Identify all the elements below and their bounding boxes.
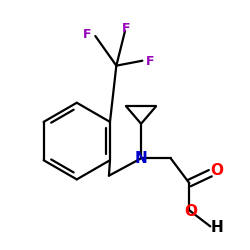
Text: O: O xyxy=(211,163,224,178)
Text: F: F xyxy=(146,56,154,68)
Text: H: H xyxy=(211,220,224,235)
Text: F: F xyxy=(82,28,91,41)
Text: F: F xyxy=(122,22,130,35)
Text: N: N xyxy=(135,151,147,166)
Text: O: O xyxy=(184,204,197,219)
